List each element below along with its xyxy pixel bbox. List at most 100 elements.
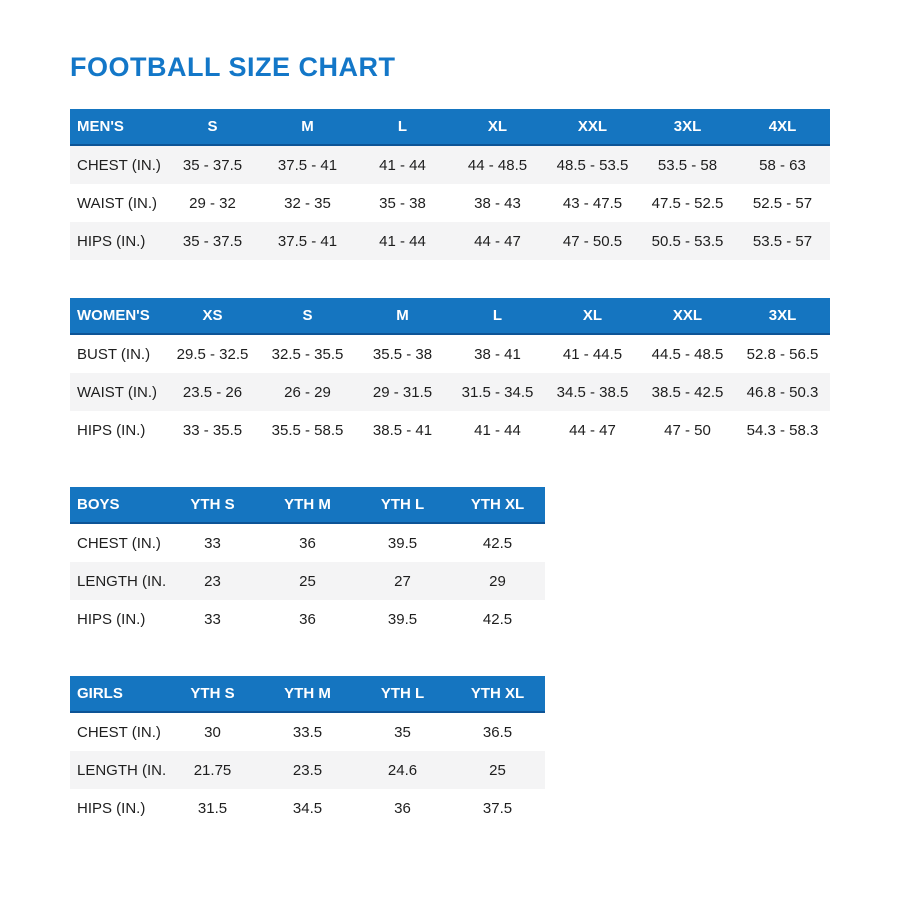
- size-value: 52.5 - 57: [752, 194, 813, 212]
- size-value: 35 - 38: [379, 194, 426, 212]
- size-value: 52.8 - 56.5: [746, 345, 819, 363]
- size-value: 37.5 - 41: [277, 232, 338, 250]
- table-row: WAIST (IN.) 29 - 32 32 - 35 35 - 38 38 - 43 4…: [70, 184, 830, 222]
- row-label: CHEST (IN.): [77, 723, 161, 741]
- size-value: 39.5: [387, 534, 418, 552]
- size-value: 53.5 - 57: [752, 232, 813, 250]
- size-value: 42.5: [482, 534, 513, 552]
- size-value: 36: [299, 534, 316, 552]
- size-value: 37.5 - 41: [277, 156, 338, 174]
- row-label: CHEST (IN.): [77, 156, 161, 174]
- size-value: 38.5 - 42.5: [651, 383, 724, 401]
- size-value: 41 - 44: [379, 232, 426, 250]
- table-row: LENGTH (IN.) 21.75 23.5 24.6 25: [70, 751, 545, 789]
- size-value: 54.3 - 58.3: [746, 421, 819, 439]
- table-row: LENGTH (IN.) 23 25 27 29: [70, 562, 545, 600]
- girls-size-header: YTH S: [190, 685, 235, 702]
- womens-size-header: S: [302, 307, 313, 324]
- size-value: 30: [204, 723, 221, 741]
- size-value: 44 - 47: [569, 421, 616, 439]
- boys-size-header: YTH M: [284, 496, 331, 513]
- womens-size-header: L: [492, 307, 503, 324]
- girls-table: GIRLS YTH S YTH M YTH L YTH XL CHEST (IN.) 30 3…: [70, 676, 545, 827]
- womens-size-header: XS: [202, 307, 223, 324]
- mens-size-header: XL: [487, 118, 508, 135]
- size-value: 27: [394, 572, 411, 590]
- size-value: 47 - 50.5: [562, 232, 623, 250]
- size-value: 41 - 44.5: [562, 345, 623, 363]
- size-value: 29 - 31.5: [372, 383, 433, 401]
- womens-size-header: M: [396, 307, 409, 324]
- page-title: FOOTBALL SIZE CHART: [70, 52, 396, 82]
- size-value: 53.5 - 58: [657, 156, 718, 174]
- womens-table: WOMEN'S XS S M L XL XXL 3XL BUST (IN.) 29.5 - 32.…: [70, 298, 830, 449]
- size-value: 43 - 47.5: [562, 194, 623, 212]
- table-row: WAIST (IN.) 23.5 - 26 26 - 29 29 - 31.5 31.5…: [70, 373, 830, 411]
- size-value: 29.5 - 32.5: [176, 345, 249, 363]
- size-value: 33 - 35.5: [182, 421, 243, 439]
- row-label: CHEST (IN.): [77, 534, 161, 552]
- size-value: 32.5 - 35.5: [271, 345, 344, 363]
- size-value: 34.5: [292, 799, 323, 817]
- mens-size-header: XXL: [577, 118, 608, 135]
- girls-size-header: YTH M: [284, 685, 331, 702]
- boys-table: BOYS YTH S YTH M YTH L YTH XL CHEST (IN.) 33 36…: [70, 487, 545, 638]
- size-value: 37.5: [482, 799, 513, 817]
- mens-size-header: 3XL: [673, 118, 702, 135]
- mens-header-label: MEN'S: [77, 118, 124, 135]
- girls-size-header: YTH XL: [470, 685, 525, 702]
- size-tables: MEN'S S M L XL XXL 3XL 4XL CHEST (IN.) 35 - 37.5 3…: [70, 109, 900, 827]
- size-value: 44 - 48.5: [467, 156, 528, 174]
- size-value: 58 - 63: [759, 156, 806, 174]
- size-value: 29 - 32: [189, 194, 236, 212]
- size-value: 33: [204, 534, 221, 552]
- mens-size-header: S: [207, 118, 218, 135]
- girls-header-row: GIRLS YTH S YTH M YTH L YTH XL: [70, 676, 545, 713]
- size-value: 25: [299, 572, 316, 590]
- size-value: 41 - 44: [379, 156, 426, 174]
- mens-size-header: L: [397, 118, 408, 135]
- size-value: 38 - 43: [474, 194, 521, 212]
- row-label: HIPS (IN.): [77, 799, 146, 817]
- size-value: 23.5: [292, 761, 323, 779]
- size-value: 47.5 - 52.5: [651, 194, 724, 212]
- boys-header-label: BOYS: [77, 496, 120, 513]
- size-value: 31.5 - 34.5: [461, 383, 534, 401]
- size-value: 42.5: [482, 610, 513, 628]
- row-label: WAIST (IN.): [77, 383, 157, 401]
- size-value: 26 - 29: [284, 383, 331, 401]
- table-row: HIPS (IN.) 33 - 35.5 35.5 - 58.5 38.5 - 41 4…: [70, 411, 830, 449]
- table-row: HIPS (IN.) 35 - 37.5 37.5 - 41 41 - 44 44 - …: [70, 222, 830, 260]
- size-value: 44.5 - 48.5: [651, 345, 724, 363]
- womens-size-header: XL: [582, 307, 603, 324]
- mens-size-header: M: [301, 118, 314, 135]
- womens-size-header: 3XL: [768, 307, 797, 324]
- size-value: 23: [204, 572, 221, 590]
- size-value: 24.6: [387, 761, 418, 779]
- size-value: 25: [489, 761, 506, 779]
- table-row: BUST (IN.) 29.5 - 32.5 32.5 - 35.5 35.5 - 3…: [70, 335, 830, 373]
- size-value: 21.75: [193, 761, 232, 779]
- size-value: 50.5 - 53.5: [651, 232, 724, 250]
- row-label: HIPS (IN.): [77, 421, 146, 439]
- womens-header-row: WOMEN'S XS S M L XL XXL 3XL: [70, 298, 830, 335]
- size-value: 32 - 35: [284, 194, 331, 212]
- size-value: 39.5: [387, 610, 418, 628]
- table-row: HIPS (IN.) 33 36 39.5 42.5: [70, 600, 545, 638]
- size-value: 33: [204, 610, 221, 628]
- size-value: 35 - 37.5: [182, 156, 243, 174]
- size-value: 34.5 - 38.5: [556, 383, 629, 401]
- size-value: 33.5: [292, 723, 323, 741]
- mens-table: MEN'S S M L XL XXL 3XL 4XL CHEST (IN.) 35 - 37.5 3…: [70, 109, 830, 260]
- womens-size-header: XXL: [672, 307, 703, 324]
- row-label: WAIST (IN.): [77, 194, 157, 212]
- table-row: CHEST (IN.) 35 - 37.5 37.5 - 41 41 - 44 44 -…: [70, 146, 830, 184]
- size-value: 35.5 - 38: [372, 345, 433, 363]
- boys-header-row: BOYS YTH S YTH M YTH L YTH XL: [70, 487, 545, 524]
- size-value: 35: [394, 723, 411, 741]
- table-row: HIPS (IN.) 31.5 34.5 36 37.5: [70, 789, 545, 827]
- size-value: 36.5: [482, 723, 513, 741]
- girls-header-label: GIRLS: [77, 685, 123, 702]
- size-value: 44 - 47: [474, 232, 521, 250]
